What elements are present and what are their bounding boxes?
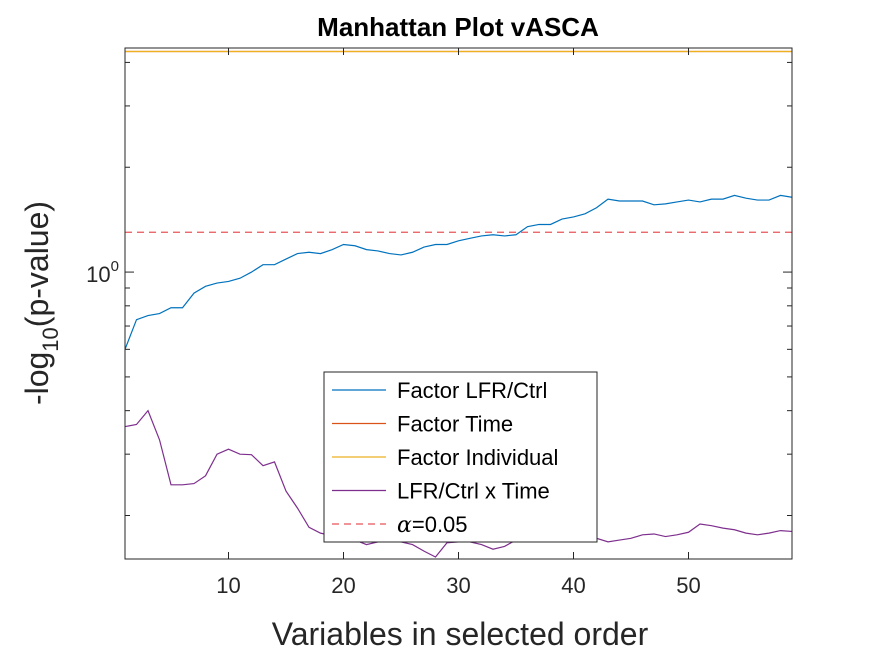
legend-label-4: α=0.05 <box>397 512 468 538</box>
x-tick-label-0: 10 <box>216 573 240 598</box>
x-tick-label-2: 30 <box>446 573 470 598</box>
axes-layer: 10 20 30 40 50 100 <box>86 47 793 598</box>
legend: Factor LFR/Ctrl Factor Time Factor Individ… <box>323 371 598 543</box>
y-axis-label-subscript: 10 <box>38 327 63 351</box>
legend-label-0: Factor LFR/Ctrl <box>397 378 547 403</box>
y-axis-label-rest: (p-value) <box>19 201 55 327</box>
chart-title: Manhattan Plot vASCA <box>317 12 599 42</box>
y-axis-label-main: -log <box>19 352 55 405</box>
x-tick-label-3: 40 <box>561 573 585 598</box>
x-axis-label: Variables in selected order <box>272 616 649 652</box>
legend-label-2: Factor Individual <box>397 445 558 470</box>
x-tick-label-1: 20 <box>331 573 355 598</box>
series-line-0 <box>125 194 792 350</box>
legend-label-1: Factor Time <box>397 412 513 437</box>
y-tick-label: 100 <box>86 258 119 287</box>
y-axis-label: -log10(p-value) <box>19 201 63 405</box>
x-tick-label-4: 50 <box>676 573 700 598</box>
legend-label-3: LFR/Ctrl x Time <box>397 479 550 504</box>
